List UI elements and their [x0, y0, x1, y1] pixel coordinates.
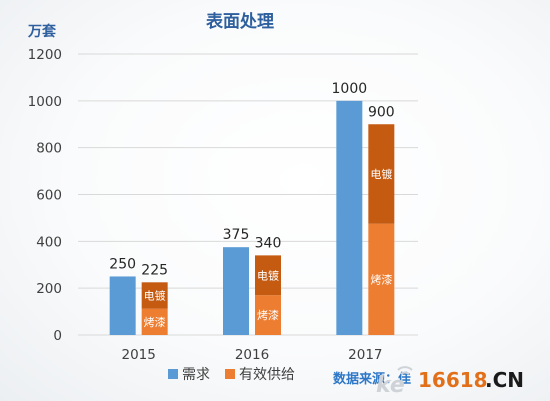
- legend-label-demand: 需求: [182, 367, 210, 383]
- y-tick-1000: 1000: [28, 94, 62, 110]
- bar-demand-2016: [223, 247, 249, 335]
- bar-supply-paint-2017: [368, 223, 395, 335]
- watermark-domain: .CN: [485, 368, 524, 392]
- segment-label-plating-2017: 电镀: [370, 167, 392, 181]
- legend-label-supply: 有效供给: [239, 367, 295, 383]
- x-tick-2015: 2015: [121, 347, 155, 363]
- legend-swatch-demand: [168, 369, 178, 379]
- watermark: ke 16618 .CN: [376, 366, 524, 398]
- x-tick-2017: 2017: [348, 347, 382, 363]
- y-axis-unit: 万套: [27, 23, 56, 40]
- bar-supply-plating-2017: [368, 124, 395, 224]
- x-tick-2016: 2016: [235, 347, 269, 363]
- label-supply-2017: 900: [368, 104, 395, 120]
- y-axis-ticks: 0 200 400 600 800 1000 1200: [28, 47, 62, 344]
- bar-demand-2017: [336, 100, 363, 335]
- y-tick-1200: 1200: [28, 47, 62, 63]
- bar-supply-paint-2015: [141, 308, 168, 335]
- segment-label-plating-2016: 电镀: [257, 268, 279, 282]
- label-demand-2017: 1000: [332, 81, 368, 97]
- segment-label-plating-2015: 电镀: [144, 288, 166, 302]
- x-axis-ticks: 2015 2016 2017: [121, 347, 382, 363]
- legend-swatch-supply: [225, 369, 235, 379]
- y-tick-400: 400: [36, 234, 62, 250]
- bar-supply-paint-2016: [255, 295, 281, 335]
- bar-demand-2015: [109, 276, 136, 335]
- source-note: 数据来源：佳: [333, 371, 411, 387]
- bar-supply-plating-2016: [255, 255, 281, 296]
- y-tick-800: 800: [36, 141, 62, 157]
- segment-label-paint-2016: 烤漆: [257, 308, 279, 322]
- watermark-wifi-icon: [397, 366, 413, 375]
- label-demand-2015: 250: [109, 256, 136, 272]
- watermark-number: 16618: [418, 368, 488, 392]
- label-supply-2015: 225: [141, 262, 168, 278]
- chart-title: 表面处理: [206, 11, 274, 32]
- legend: 需求 有效供给: [168, 367, 295, 383]
- y-tick-200: 200: [36, 281, 62, 297]
- y-tick-0: 0: [53, 328, 62, 344]
- watermark-ghost: ke: [376, 373, 405, 398]
- segment-label-paint-2017: 烤漆: [370, 272, 392, 286]
- bar-supply-plating-2015: [141, 282, 168, 309]
- label-supply-2016: 340: [255, 235, 282, 251]
- segment-label-paint-2015: 烤漆: [144, 315, 166, 329]
- label-demand-2016: 375: [223, 227, 250, 243]
- y-tick-600: 600: [36, 188, 62, 204]
- bars: [109, 100, 395, 335]
